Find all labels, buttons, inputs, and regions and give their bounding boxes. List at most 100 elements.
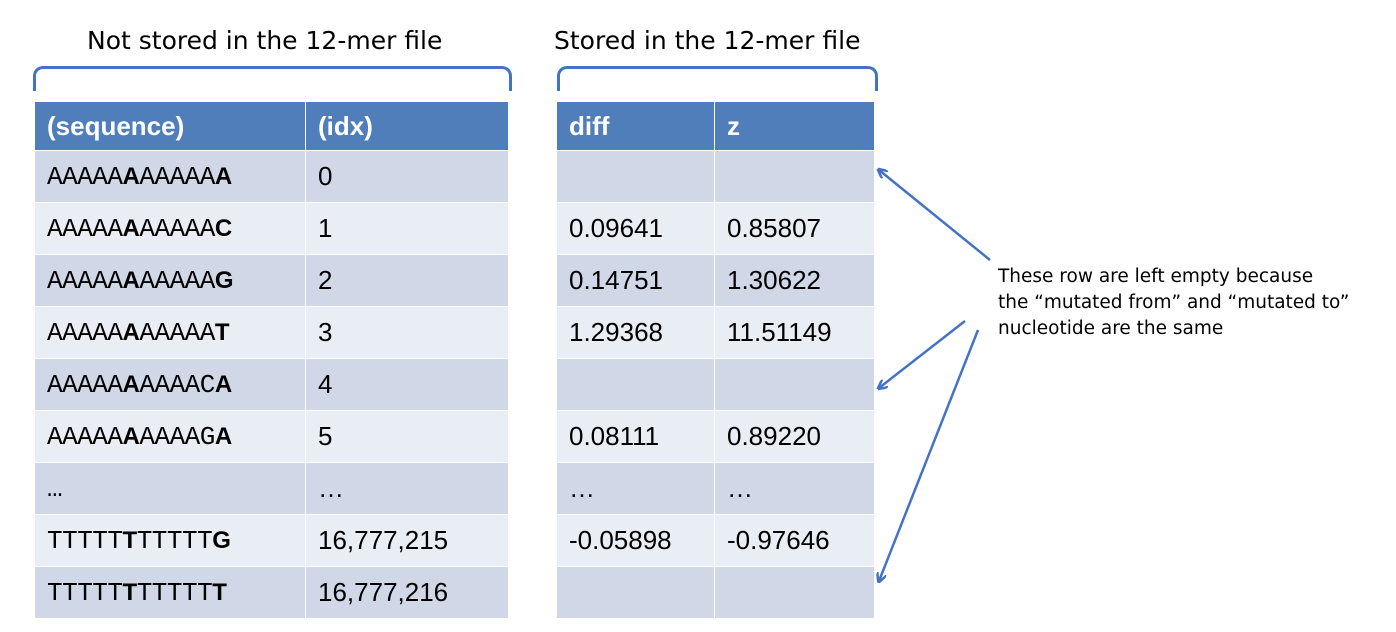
arrow-to-row-0: [879, 170, 991, 261]
sequence-part: AAAAA: [47, 421, 123, 452]
mutated-base: A: [122, 162, 140, 190]
idx-cell: 16,777,215: [305, 514, 509, 567]
mutated-base: A: [122, 266, 140, 294]
sequence-cell: TTTTTTTTTTTT: [34, 566, 306, 619]
sequence-part: AAAAA: [139, 317, 215, 348]
diff-cell: …: [556, 462, 715, 515]
table-row: AAAAAAAAAAAG 2: [34, 254, 509, 307]
header-z: z: [714, 101, 875, 151]
z-cell: …: [714, 462, 875, 515]
header-diff: diff: [556, 101, 715, 151]
sequence-part: AAAAA: [47, 369, 123, 400]
header-idx: (idx): [305, 101, 509, 151]
z-cell: [714, 150, 875, 203]
sequence-part: AAAAG: [139, 421, 215, 452]
idx-cell: 16,777,216: [305, 566, 509, 619]
sequence-part: TTTTT: [136, 525, 213, 556]
diff-cell: [556, 150, 715, 203]
table-row: TTTTTTTTTTTG 16,777,215: [34, 514, 509, 567]
idx-cell: 5: [305, 410, 509, 463]
sequence-part: AAAAA: [139, 213, 215, 244]
sequence-part: AAAAA: [47, 317, 123, 348]
table-row: TTTTTTTTTTTT 16,777,216: [34, 566, 509, 619]
arrow-to-row-4: [879, 320, 966, 388]
end-base: C: [214, 214, 232, 242]
table-row: 0.14751 1.30622: [556, 254, 875, 307]
mutated-base: T: [122, 578, 138, 606]
left-heading: Not stored in the 12-mer file: [87, 26, 443, 55]
sequence-part: AAAAA: [139, 265, 215, 296]
end-base: A: [214, 370, 232, 398]
sequence-cell: AAAAAAAAAACA: [34, 358, 306, 411]
annotation-line: These row are left empty because: [998, 266, 1314, 287]
idx-cell: 3: [305, 306, 509, 359]
table-row: ……: [556, 462, 875, 515]
table-row: 1.29368 11.51149: [556, 306, 875, 359]
table-row: AAAAAAAAAAGA 5: [34, 410, 509, 463]
table-row: AAAAAAAAAAAC 1: [34, 202, 509, 255]
mutated-base: T: [122, 526, 138, 554]
z-cell: [714, 566, 875, 619]
end-base: G: [214, 266, 234, 294]
header-row: diff z: [556, 101, 875, 151]
sequence-cell: TTTTTTTTTTTG: [34, 514, 306, 567]
table-row: [556, 150, 875, 203]
diff-cell: -0.05898: [556, 514, 715, 567]
sequence-cell: AAAAAAAAAAAT: [34, 306, 306, 359]
idx-cell: 2: [305, 254, 509, 307]
sequence-cell: AAAAAAAAAAAA: [34, 150, 306, 203]
idx-cell: 4: [305, 358, 509, 411]
left-bracket: [33, 66, 512, 91]
table-row: [556, 566, 875, 619]
sequence-part: AAAAA: [139, 161, 215, 192]
z-cell: 1.30622: [714, 254, 875, 307]
z-cell: 0.85807: [714, 202, 875, 255]
sequence-part: TTTTT: [47, 525, 123, 556]
diff-cell: 0.08111: [556, 410, 715, 463]
table-row: 0.09641 0.85807: [556, 202, 875, 255]
arrow-to-row-8: [879, 329, 980, 581]
end-base: G: [212, 526, 231, 554]
z-cell: [714, 358, 875, 411]
table-row: -0.05898 -0.97646: [556, 514, 875, 567]
idx-cell: …: [305, 462, 509, 515]
z-cell: 11.51149: [714, 306, 875, 359]
z-cell: 0.89220: [714, 410, 875, 463]
table-row: AAAAAAAAAACA 4: [34, 358, 509, 411]
sequence-cell: AAAAAAAAAAAG: [34, 254, 306, 307]
table-row: AAAAAAAAAAAA 0: [34, 150, 509, 203]
sequence-cell: AAAAAAAAAAGA: [34, 410, 306, 463]
sequence-cell: …: [34, 462, 306, 515]
diff-cell: [556, 566, 715, 619]
sequence-cell: AAAAAAAAAAAC: [34, 202, 306, 255]
table-row: AAAAAAAAAAAT 3: [34, 306, 509, 359]
sequence-part: AAAAA: [47, 213, 123, 244]
right-heading: Stored in the 12-mer file: [554, 26, 861, 55]
sequence-part: AAAAA: [47, 161, 123, 192]
sequence-index-table: (sequence) (idx) AAAAAAAAAAAA 0 AAAAAAAAAA…: [34, 101, 509, 619]
header-row: (sequence) (idx): [34, 101, 509, 151]
end-base: A: [214, 422, 232, 450]
table-row: ……: [34, 462, 509, 515]
end-base: A: [214, 162, 232, 190]
annotation-line: nucleotide are the same: [998, 318, 1224, 339]
mutated-base: A: [122, 318, 140, 346]
z-cell: -0.97646: [714, 514, 875, 567]
sequence-part: …: [47, 473, 63, 504]
annotation-line: the “mutated from” and “mutated to”: [998, 292, 1350, 313]
mutated-base: A: [122, 370, 140, 398]
header-sequence: (sequence): [34, 101, 306, 151]
sequence-part: TTTTT: [47, 577, 123, 608]
table-row: [556, 358, 875, 411]
idx-cell: 0: [305, 150, 509, 203]
diff-cell: 0.14751: [556, 254, 715, 307]
idx-cell: 1: [305, 202, 509, 255]
mutated-base: A: [122, 422, 140, 450]
diff-cell: 1.29368: [556, 306, 715, 359]
sequence-part: AAAAA: [47, 265, 123, 296]
diff-cell: [556, 358, 715, 411]
right-bracket: [557, 66, 878, 91]
end-base: T: [214, 318, 230, 346]
diff-cell: 0.09641: [556, 202, 715, 255]
sequence-part: AAAAC: [139, 369, 215, 400]
